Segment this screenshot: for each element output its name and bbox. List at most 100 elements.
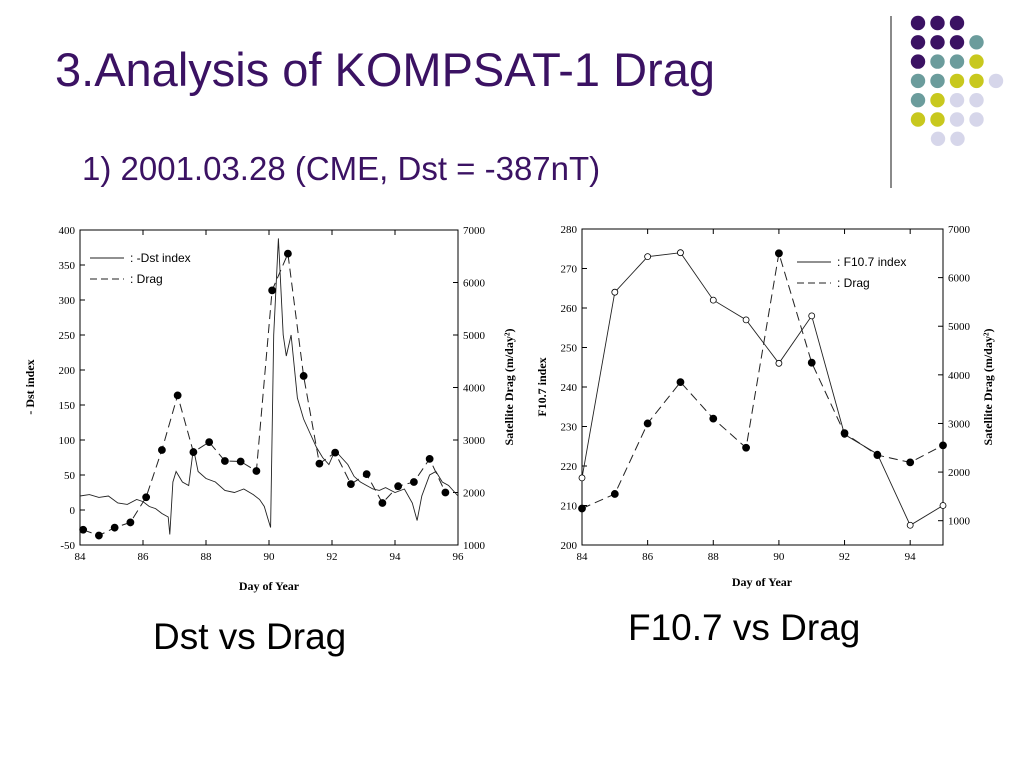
data-point (315, 459, 324, 468)
data-point (157, 446, 166, 454)
data-point (611, 288, 619, 296)
data-point (808, 312, 816, 320)
caption-f107-vs-drag: F10.7 vs Drag (628, 607, 861, 648)
data-point (362, 470, 371, 479)
y-tick-label: 100 (59, 435, 76, 447)
data-point (906, 458, 915, 467)
data-point (173, 391, 182, 400)
slide-title: 3.Analysis of KOMPSAT-1 Drag (55, 43, 715, 96)
decor-dot (930, 35, 945, 50)
data-point (643, 419, 652, 428)
x-tick-label: 94 (905, 551, 917, 563)
y-tick-label: 280 (561, 224, 578, 236)
y2-tick-label: 2000 (463, 488, 486, 500)
series-line (581, 253, 944, 509)
data-point (252, 467, 261, 475)
decor-dot (950, 131, 965, 146)
decorative-dot-grid (910, 15, 1004, 146)
decor-dot (930, 15, 945, 31)
data-point (906, 521, 914, 529)
y2-tick-label: 4000 (463, 383, 486, 395)
y-tick-label: 400 (59, 225, 76, 237)
decor-dot (910, 54, 926, 69)
data-point (775, 249, 783, 258)
y2-axis-label: Satellite Drag (m/day²) (502, 329, 516, 446)
x-tick-label: 84 (577, 551, 589, 563)
decor-dot (930, 54, 945, 69)
y-tick-label: 200 (59, 365, 76, 377)
data-point (840, 429, 849, 438)
data-point (939, 441, 947, 450)
decor-dot (949, 73, 965, 89)
data-point (742, 443, 750, 452)
x-tick-label: 88 (201, 551, 213, 563)
decor-dot (988, 73, 1004, 89)
legend-label: : Drag (130, 272, 163, 286)
data-point (189, 448, 198, 456)
y2-tick-label: 2000 (948, 467, 971, 479)
data-point (331, 448, 340, 457)
data-point (394, 482, 403, 491)
legend-label: : F10.7 index (837, 255, 906, 269)
y-tick-label: 210 (561, 501, 578, 513)
data-point (578, 504, 586, 513)
data-point (775, 359, 783, 367)
decor-dot (910, 93, 926, 108)
decor-dot (969, 93, 984, 108)
data-point (441, 488, 450, 497)
decor-dot (910, 73, 926, 89)
y-tick-label: -50 (60, 540, 75, 552)
data-point (409, 478, 418, 486)
decor-dot (930, 73, 945, 89)
data-point (676, 378, 685, 387)
data-point (142, 493, 151, 502)
y-tick-label: 250 (561, 343, 578, 355)
y-tick-label: 350 (59, 260, 76, 272)
series-line (79, 238, 459, 535)
data-point (205, 438, 214, 447)
decor-dot (949, 93, 965, 108)
decor-dot (949, 54, 965, 69)
legend-label: : -Dst index (130, 251, 191, 265)
y-tick-label: 240 (561, 382, 578, 394)
legend-label: : Drag (837, 276, 870, 290)
x-axis-label: Day of Year (239, 579, 300, 593)
x-tick-label: 92 (327, 551, 338, 563)
y2-tick-label: 5000 (463, 330, 486, 342)
data-point (425, 454, 434, 463)
x-tick-label: 88 (708, 551, 720, 563)
data-point (346, 480, 355, 489)
decor-dot (969, 73, 984, 89)
series-line (581, 252, 944, 526)
data-point (807, 358, 816, 367)
y-tick-label: 50 (64, 470, 76, 482)
y2-tick-label: 3000 (948, 418, 971, 430)
slide-subtitle: 1) 2001.03.28 (CME, Dst = -387nT) (82, 150, 601, 187)
decorative-divider (890, 16, 892, 188)
data-point (709, 296, 717, 304)
x-tick-label: 86 (642, 551, 654, 563)
data-point (610, 490, 619, 498)
x-tick-label: 96 (453, 551, 465, 563)
y2-tick-label: 6000 (948, 273, 971, 285)
caption-dst-vs-drag: Dst vs Drag (153, 616, 347, 657)
decor-dot (930, 131, 946, 146)
decor-dot (969, 35, 984, 50)
y2-tick-label: 1000 (948, 516, 971, 528)
data-point (283, 249, 292, 258)
x-axis-label: Day of Year (732, 575, 793, 589)
y2-axis-label: Satellite Drag (m/day²) (981, 329, 995, 446)
data-point (677, 249, 684, 257)
y2-tick-label: 7000 (948, 224, 971, 236)
data-point (220, 457, 229, 465)
data-point (236, 457, 245, 466)
decor-dot (910, 15, 926, 31)
decor-dot (969, 54, 984, 69)
y-tick-label: 220 (561, 461, 578, 473)
decor-dot (910, 35, 926, 50)
data-point (578, 474, 586, 482)
data-point (126, 518, 135, 527)
decor-dot (930, 93, 945, 108)
